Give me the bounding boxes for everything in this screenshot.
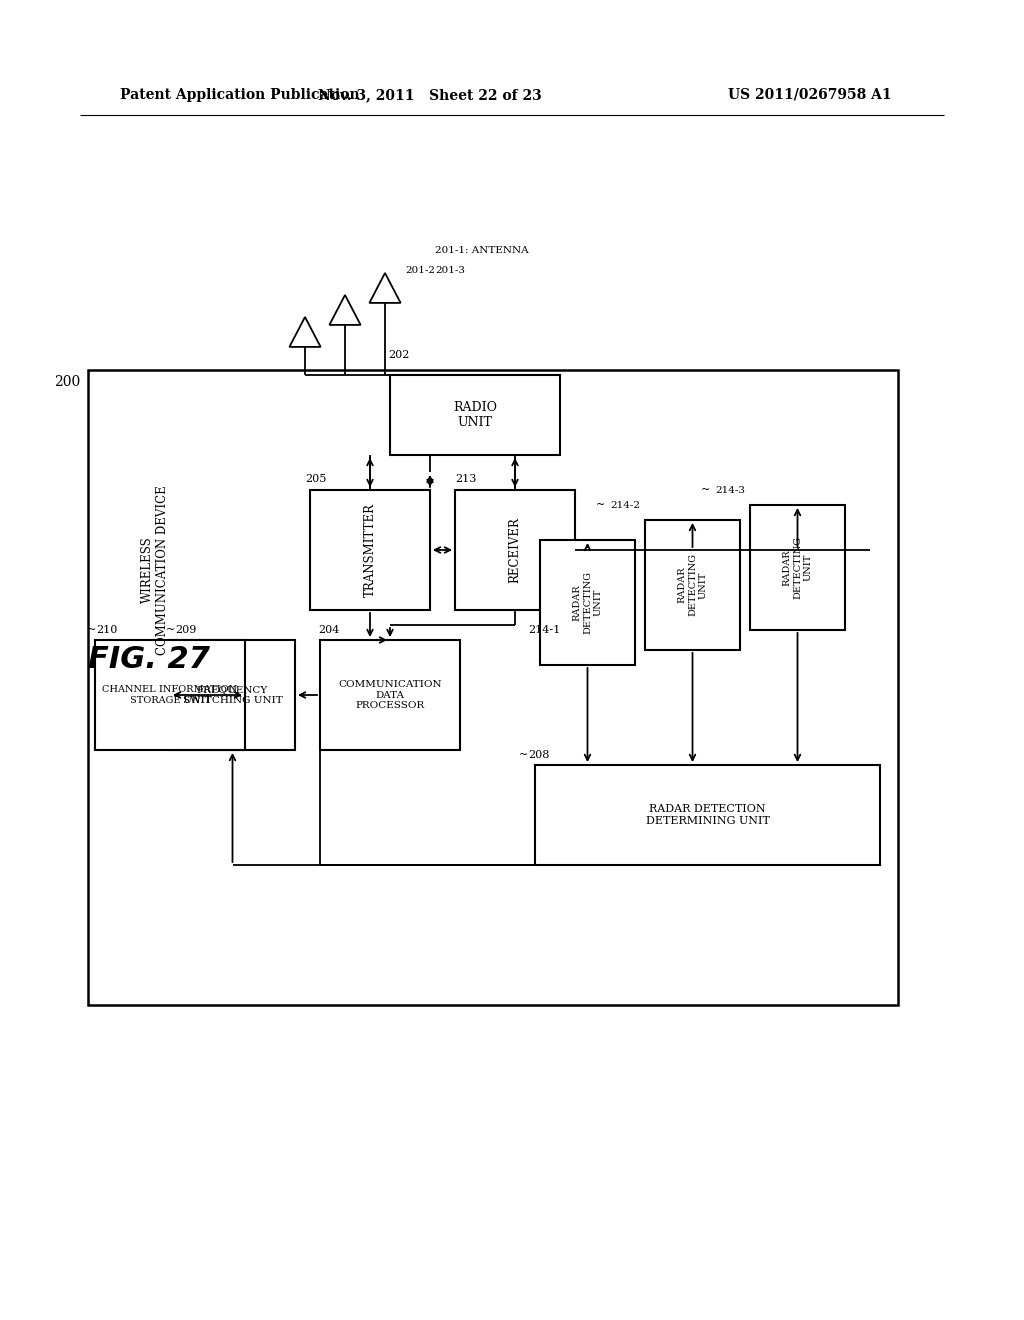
Text: ~: ~ xyxy=(87,624,96,635)
Text: COMMUNICATION
DATA
PROCESSOR: COMMUNICATION DATA PROCESSOR xyxy=(338,680,441,710)
Text: FIG. 27: FIG. 27 xyxy=(88,645,210,675)
Text: TRANSMITTER: TRANSMITTER xyxy=(364,503,377,597)
Bar xyxy=(390,375,560,455)
Text: 214-1: 214-1 xyxy=(528,624,560,635)
Text: 201-2: 201-2 xyxy=(406,267,435,275)
Bar xyxy=(170,640,295,750)
Bar xyxy=(88,370,898,1005)
Text: 200: 200 xyxy=(53,375,80,389)
Bar xyxy=(645,520,740,649)
Text: 201-3: 201-3 xyxy=(435,267,465,275)
Bar xyxy=(310,490,430,610)
Text: RADIO
UNIT: RADIO UNIT xyxy=(453,401,497,429)
Text: ~: ~ xyxy=(519,750,528,760)
Bar xyxy=(95,640,245,750)
Bar xyxy=(455,490,575,610)
Text: 214-2: 214-2 xyxy=(610,502,640,510)
Text: US 2011/0267958 A1: US 2011/0267958 A1 xyxy=(728,88,892,102)
Bar xyxy=(750,506,845,630)
Text: 214-3: 214-3 xyxy=(715,486,745,495)
Bar xyxy=(540,540,635,665)
Text: RADAR
DETECTING
UNIT: RADAR DETECTING UNIT xyxy=(782,536,812,599)
Text: 205: 205 xyxy=(305,474,327,484)
Text: WIRELESS
COMMUNICATION DEVICE: WIRELESS COMMUNICATION DEVICE xyxy=(141,486,169,655)
Bar xyxy=(535,766,880,865)
Text: ~: ~ xyxy=(596,500,605,510)
Text: RADAR
DETECTING
UNIT: RADAR DETECTING UNIT xyxy=(572,572,602,634)
Text: 208: 208 xyxy=(528,750,549,760)
Text: 204: 204 xyxy=(318,624,339,635)
Text: 213: 213 xyxy=(455,474,476,484)
Text: RECEIVER: RECEIVER xyxy=(509,517,521,583)
Text: 210: 210 xyxy=(96,624,118,635)
Text: FREQUENCY
SWITCHING UNIT: FREQUENCY SWITCHING UNIT xyxy=(182,685,283,705)
Text: Patent Application Publication: Patent Application Publication xyxy=(120,88,359,102)
Bar xyxy=(319,640,460,750)
Text: 202: 202 xyxy=(388,350,410,360)
Text: ~: ~ xyxy=(700,484,710,495)
Text: RADAR DETECTION
DETERMINING UNIT: RADAR DETECTION DETERMINING UNIT xyxy=(645,804,769,826)
Text: RADAR
DETECTING
UNIT: RADAR DETECTING UNIT xyxy=(678,553,708,616)
Text: Nov. 3, 2011   Sheet 22 of 23: Nov. 3, 2011 Sheet 22 of 23 xyxy=(318,88,542,102)
Text: ~: ~ xyxy=(166,624,175,635)
Text: CHANNEL INFORMATION
STORAGE UNIT: CHANNEL INFORMATION STORAGE UNIT xyxy=(102,685,238,705)
Text: 201-1: ANTENNA: 201-1: ANTENNA xyxy=(435,246,528,255)
Text: 209: 209 xyxy=(175,624,197,635)
